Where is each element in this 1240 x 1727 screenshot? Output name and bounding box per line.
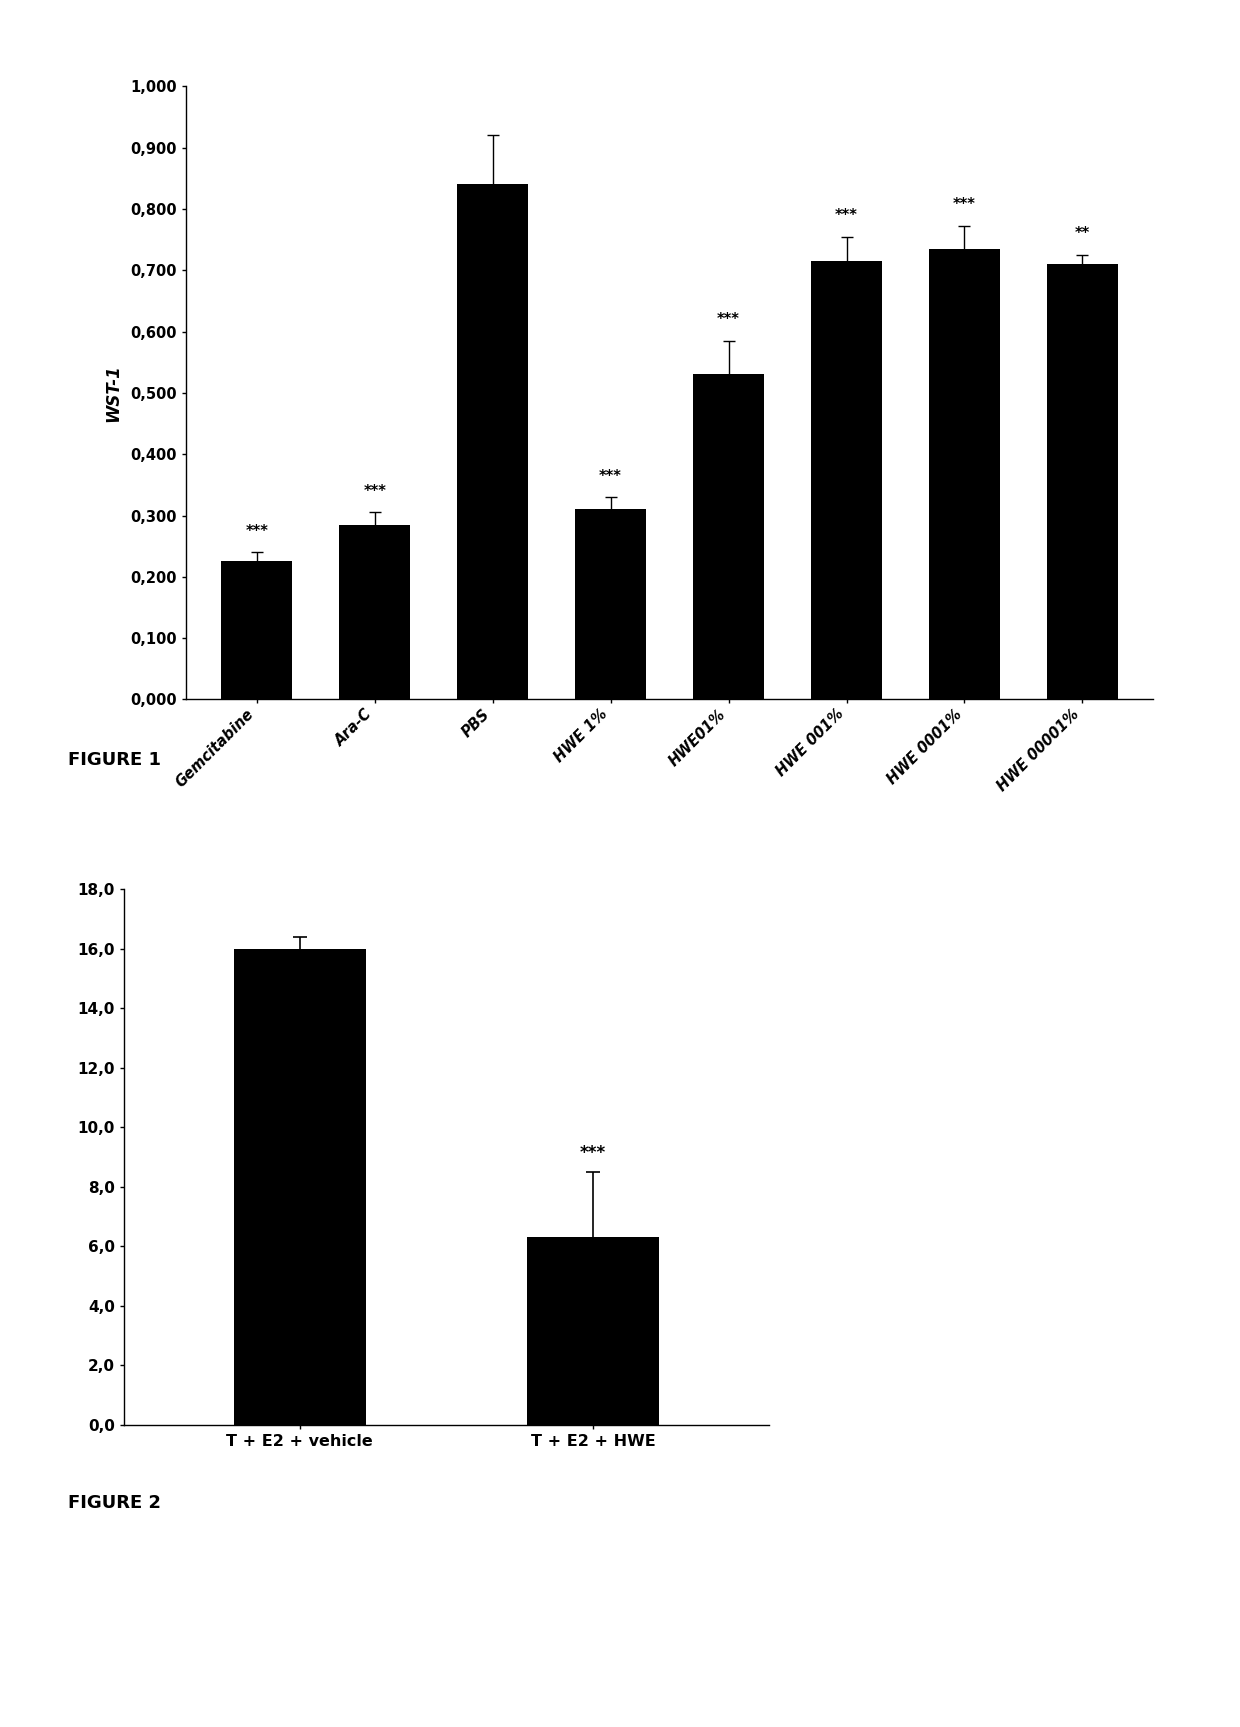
Text: ***: *** (835, 207, 858, 223)
Text: FIGURE 2: FIGURE 2 (68, 1494, 161, 1511)
Bar (234, 948, 366, 1425)
Text: FIGURE 1: FIGURE 1 (68, 751, 161, 769)
Y-axis label: WST-1: WST-1 (104, 364, 122, 421)
Bar (811, 261, 882, 699)
Bar (693, 375, 764, 699)
Text: **: ** (1075, 226, 1090, 242)
Text: ***: *** (580, 1143, 606, 1162)
Bar (575, 509, 646, 699)
Bar (340, 525, 410, 699)
Text: ***: *** (717, 313, 740, 328)
Bar (929, 249, 999, 699)
Bar (527, 1237, 658, 1425)
Text: ***: *** (363, 484, 386, 499)
Text: ***: *** (599, 468, 622, 484)
Bar (1047, 264, 1117, 699)
Text: ***: *** (246, 523, 268, 539)
Bar (222, 561, 293, 699)
Bar (458, 185, 528, 699)
Text: ***: *** (954, 197, 976, 212)
